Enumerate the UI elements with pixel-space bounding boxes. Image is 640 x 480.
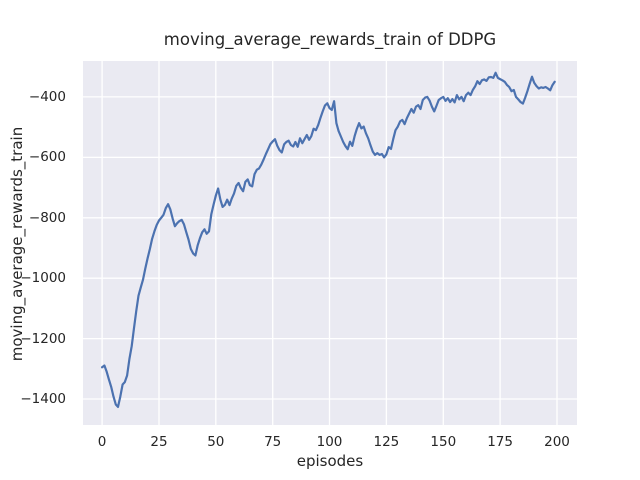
y-tick-label: −600 <box>28 149 66 166</box>
y-tick-label: −1000 <box>20 270 66 287</box>
y-tick-label: −1200 <box>20 330 66 347</box>
x-tick-label: 100 <box>316 434 343 450</box>
y-tick-label: −800 <box>28 209 66 226</box>
chart-title: moving_average_rewards_train of DDPG <box>163 30 497 49</box>
x-tick-label: 150 <box>430 434 457 450</box>
x-tick-label: 175 <box>487 434 513 450</box>
x-tick-label: 25 <box>150 434 168 450</box>
x-tick-label: 200 <box>544 434 570 450</box>
data-line <box>100 71 556 408</box>
x-tick-label: 0 <box>97 434 107 450</box>
y-tick-label: −400 <box>28 88 66 105</box>
y-tick-label: −1400 <box>20 391 66 407</box>
x-tick-label: 50 <box>207 434 225 450</box>
x-axis-label: episodes <box>296 452 364 470</box>
x-tick-label: 75 <box>264 434 282 450</box>
x-tick-label: 125 <box>373 434 400 450</box>
